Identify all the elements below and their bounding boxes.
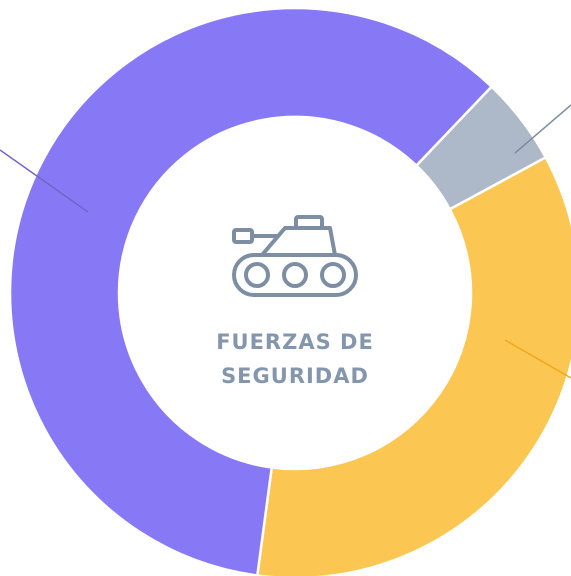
center-label: FUERZAS DE SEGURIDAD xyxy=(216,330,374,388)
tank-icon xyxy=(232,215,358,297)
donut-segment xyxy=(255,155,571,576)
leader-line xyxy=(0,149,89,213)
donut-segment xyxy=(8,6,494,576)
leader-line xyxy=(514,104,571,154)
donut xyxy=(8,6,571,576)
leader-line xyxy=(504,339,571,379)
